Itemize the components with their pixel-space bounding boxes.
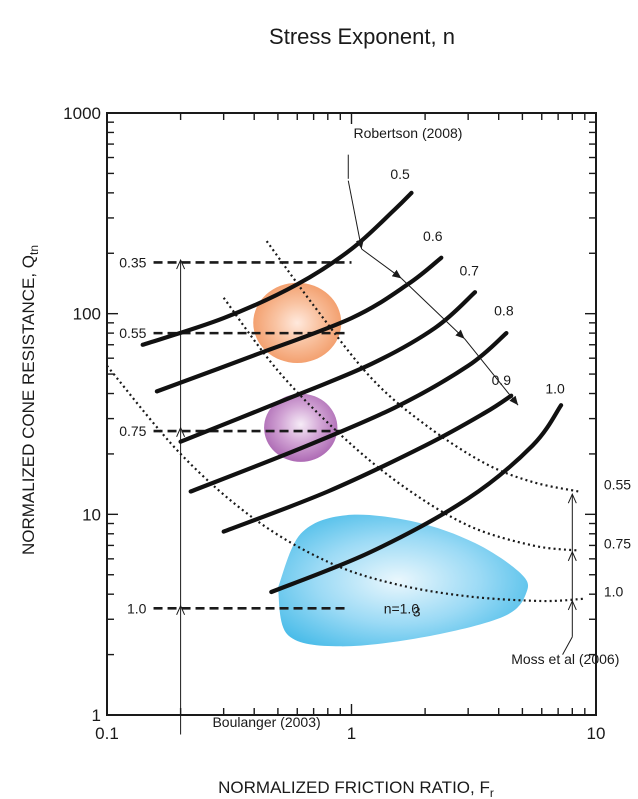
- moss-leader-line: [562, 636, 573, 655]
- robertson-arrow-segment: [464, 338, 519, 406]
- robertson-curve: [178, 290, 478, 444]
- moss-curve-label: 0.55: [604, 476, 631, 492]
- chart-title: Stress Exponent, n: [269, 24, 455, 49]
- boulanger-arrowhead: [176, 258, 186, 270]
- region-orange: [253, 282, 342, 363]
- robertson-arrow-segment: [361, 248, 402, 279]
- robertson-arrow-segment: [401, 277, 465, 340]
- y-tick-label: 100: [73, 305, 101, 324]
- region-blue-label: n=1.0: [384, 601, 420, 617]
- x-tick-label: 1: [347, 724, 356, 743]
- robertson-curve-label: 0.7: [459, 262, 479, 278]
- x-tick-label: 0.1: [95, 724, 119, 743]
- region-blue: [277, 514, 529, 647]
- boulanger-line-label: 1.0: [127, 600, 147, 616]
- robertson-curve: [154, 255, 444, 394]
- annotation-label: 3: [413, 603, 421, 619]
- regions-layer: n=1.0: [253, 282, 529, 647]
- annotation-label: Boulanger (2003): [212, 714, 320, 730]
- x-tick-label: 10: [587, 724, 606, 743]
- robertson-curve: [188, 331, 509, 494]
- robertson-curve-label: 0.8: [494, 302, 514, 318]
- robertson-arrow-segment: [347, 180, 364, 250]
- boulanger-arrowhead: [176, 426, 186, 437]
- arrows-layer: [347, 180, 577, 655]
- region-purple: [264, 393, 338, 462]
- annotation-label: Moss et al (2006): [511, 651, 619, 667]
- robertson-curve-label: 0.6: [423, 228, 443, 244]
- annotation-label: Robertson (2008): [354, 125, 463, 141]
- moss-arrowhead: [567, 492, 577, 504]
- boulanger-arrowhead: [176, 604, 186, 616]
- y-axis-title: NORMALIZED CONE RESISTANCE, Qtn: [19, 245, 41, 555]
- x-axis-title: NORMALIZED FRICTION RATIO, Fr: [218, 778, 494, 799]
- robertson-curve-label: 0.5: [390, 166, 410, 182]
- moss-curve-label: 0.75: [604, 536, 631, 552]
- labels-layer: Robertson (2008) Boulanger (2003) Moss et …: [212, 125, 619, 730]
- robertson-curve-label: 0.9: [492, 372, 512, 388]
- robertson-curves-layer: 0.5 0.6 0.7 0.8 0.9 1.0: [140, 166, 565, 595]
- moss-arrowhead: [567, 599, 577, 611]
- y-tick-label: 1000: [63, 104, 101, 123]
- robertson-curve: [269, 403, 564, 595]
- boulanger-line-label: 0.35: [119, 254, 146, 270]
- robertson-curve: [221, 393, 514, 534]
- robertson-curve: [140, 190, 414, 347]
- moss-curve: [222, 297, 579, 552]
- y-tick-label: 1: [92, 706, 101, 725]
- boulanger-line-label: 0.75: [119, 423, 146, 439]
- y-tick-label: 10: [82, 505, 101, 524]
- boulanger-line-label: 0.55: [119, 325, 146, 341]
- moss-curve-label: 1.0: [604, 584, 624, 600]
- moss-arrowhead: [567, 550, 577, 562]
- robertson-curve-label: 1.0: [545, 381, 565, 397]
- moss-curve: [265, 240, 579, 493]
